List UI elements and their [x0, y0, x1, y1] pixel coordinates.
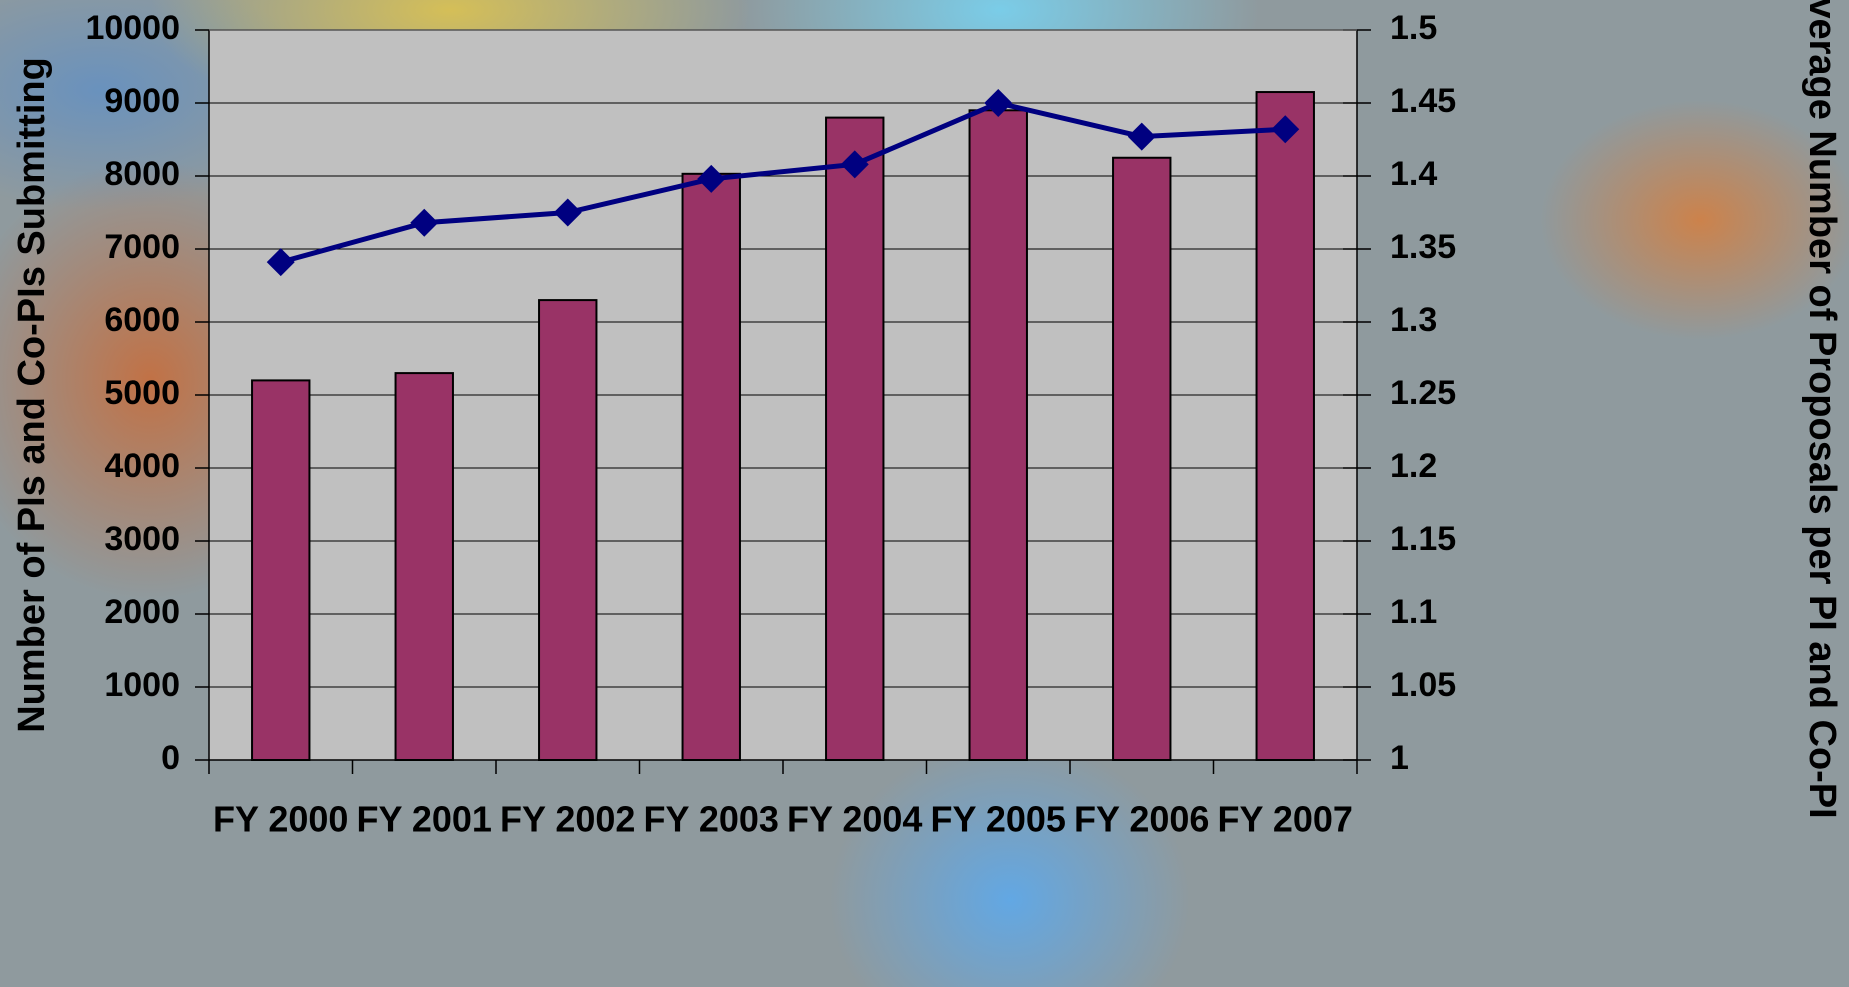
- bar: [1112, 156, 1172, 761]
- x-tick-label: FY 2006: [1074, 799, 1209, 840]
- line-marker: [840, 150, 869, 179]
- bar: [681, 172, 741, 761]
- x-tick-label: FY 2003: [644, 799, 779, 840]
- y-tick-label: 4000: [104, 447, 180, 485]
- y-tick-label: 7000: [104, 228, 180, 266]
- y2-tick-label: 1.05: [1390, 666, 1456, 704]
- line-marker: [553, 198, 582, 227]
- y2-tick-label: 1.35: [1390, 228, 1456, 266]
- x-tick-label: FY 2005: [931, 799, 1066, 840]
- line-marker: [266, 248, 295, 277]
- bar: [968, 109, 1028, 762]
- y2-tick-label: 1: [1390, 739, 1409, 777]
- y-tick-label: 0: [161, 739, 180, 777]
- y-axis-title: Number of PIs and Co-PIs Submitting: [11, 57, 53, 733]
- y-tick-label: 9000: [104, 82, 180, 120]
- x-tick-label: FY 2002: [500, 799, 635, 840]
- bar: [538, 299, 598, 761]
- x-tick-label: FY 2001: [357, 799, 492, 840]
- line-marker: [984, 89, 1013, 117]
- line-marker: [410, 208, 439, 237]
- line: [280, 100, 1286, 265]
- y2-tick-label: 1.5: [1390, 9, 1437, 47]
- y2-tick-label: 1.1: [1390, 593, 1437, 631]
- y-tick-label: 6000: [104, 301, 180, 339]
- x-tick-label: FY 2007: [1218, 799, 1353, 840]
- y-tick-label: 10000: [85, 9, 180, 47]
- bar: [825, 116, 885, 762]
- y-tick-label: 3000: [104, 520, 180, 558]
- y-tick-label: 2000: [104, 593, 180, 631]
- y-tick-label: 5000: [104, 374, 180, 412]
- y-tick-label: 8000: [104, 155, 180, 193]
- y2-tick-label: 1.3: [1390, 301, 1437, 339]
- line-marker: [697, 164, 726, 193]
- y2-tick-label: 1.2: [1390, 447, 1437, 485]
- y-tick-label: 1000: [104, 666, 180, 704]
- line-marker: [1271, 115, 1300, 144]
- y2-tick-label: 1.45: [1390, 82, 1456, 120]
- y2-tick-label: 1.4: [1390, 155, 1437, 193]
- bar: [394, 372, 454, 761]
- bar: [251, 379, 311, 761]
- x-tick-label: FY 2000: [213, 799, 348, 840]
- y2-tick-label: 1.15: [1390, 520, 1456, 558]
- bar: [1255, 91, 1315, 762]
- line-marker: [1127, 122, 1156, 151]
- y2-axis-title: Average Number of Proposals per PI and C…: [1801, 0, 1843, 819]
- y2-tick-label: 1.25: [1390, 374, 1456, 412]
- x-tick-label: FY 2004: [787, 799, 922, 840]
